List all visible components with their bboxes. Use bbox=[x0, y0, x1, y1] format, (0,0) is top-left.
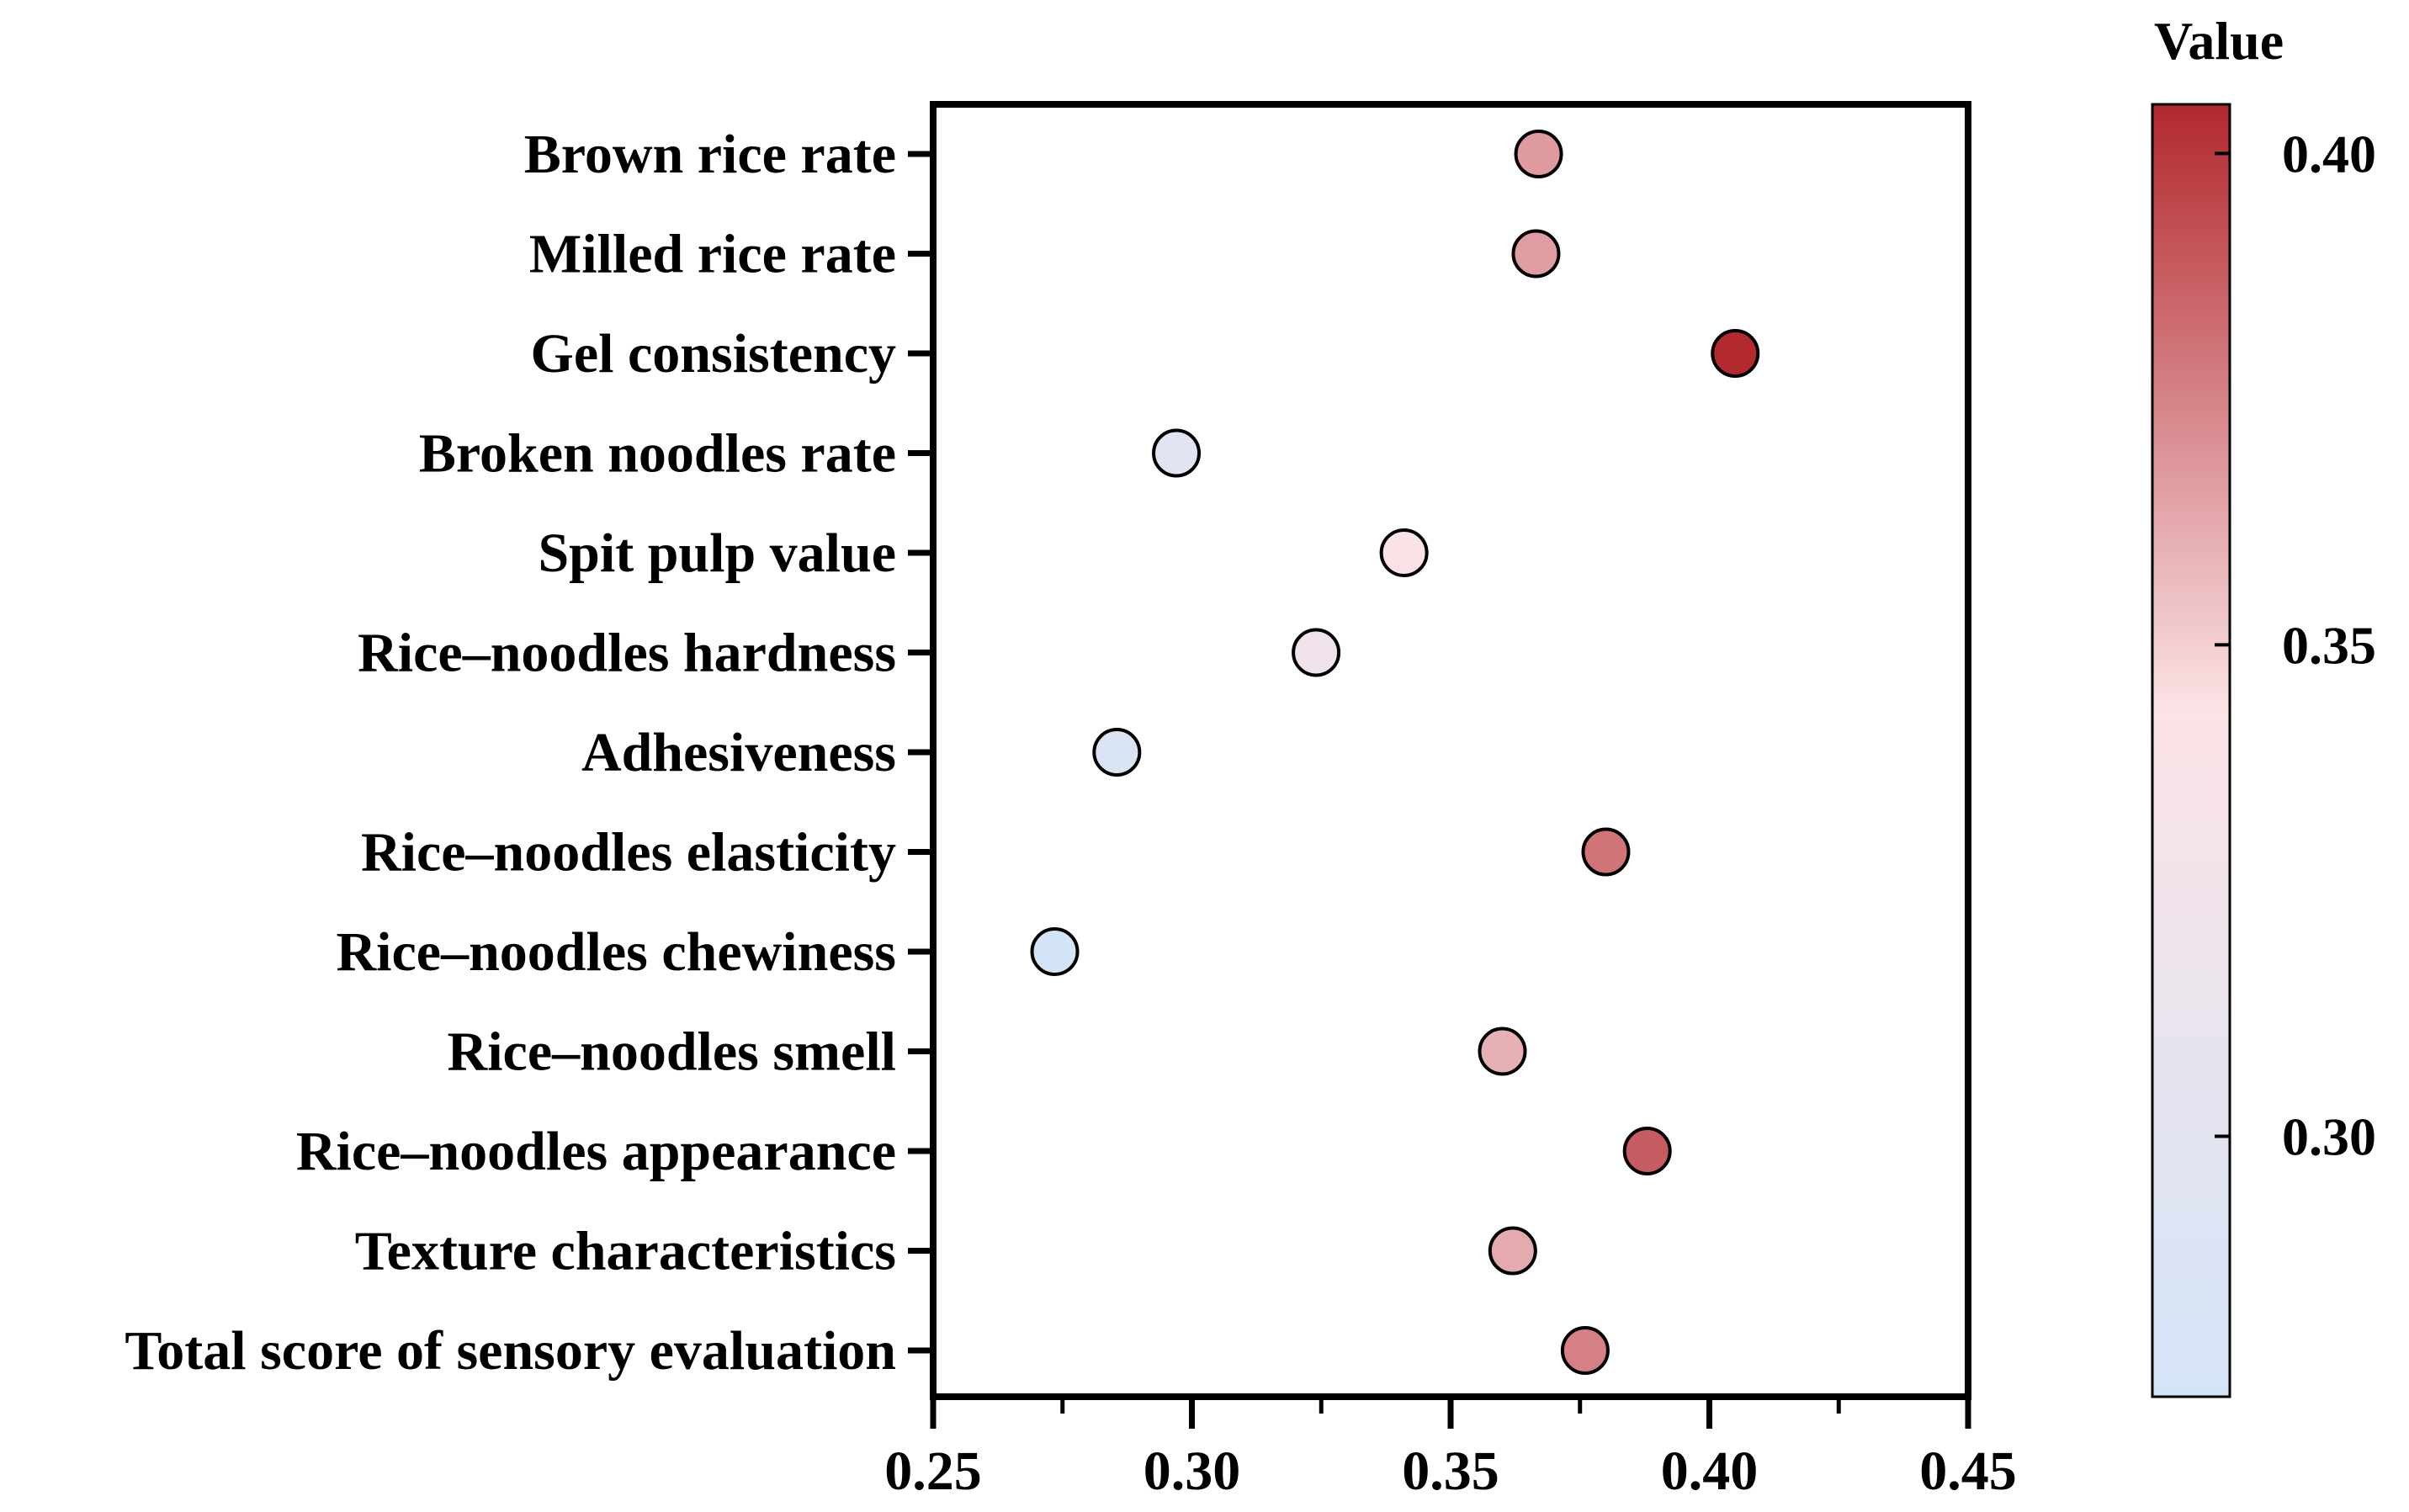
y-tick-label: Milled rice rate bbox=[529, 224, 896, 285]
data-point bbox=[1030, 927, 1080, 976]
data-point bbox=[1511, 229, 1561, 279]
x-tick-label: 0.35 bbox=[1402, 1440, 1499, 1502]
y-tick-label: Gel consistency bbox=[531, 323, 896, 385]
x-tick-label: 0.45 bbox=[1919, 1440, 2017, 1502]
data-point bbox=[1092, 728, 1142, 777]
x-tick-label: 0.25 bbox=[884, 1440, 982, 1502]
y-tick-label: Total score of sensory evaluation bbox=[125, 1320, 896, 1382]
data-point bbox=[1488, 1226, 1537, 1276]
data-point bbox=[1560, 1326, 1610, 1375]
y-tick-label: Rice–noodles smell bbox=[448, 1021, 896, 1083]
y-tick-label: Brown rice rate bbox=[524, 124, 896, 185]
y-tick-label: Texture characteristics bbox=[355, 1221, 896, 1282]
colorbar-bar bbox=[2151, 103, 2231, 1398]
data-point bbox=[1379, 528, 1429, 577]
data-point bbox=[1152, 428, 1202, 478]
colorbar-title: Value bbox=[2154, 11, 2284, 71]
data-points bbox=[1030, 130, 1760, 1375]
colorbar-tick-label: 0.40 bbox=[2282, 124, 2376, 183]
data-point bbox=[1292, 628, 1341, 677]
y-tick-label: Adhesiveness bbox=[581, 722, 896, 783]
data-point bbox=[1478, 1027, 1527, 1076]
y-tick-label: Spit pulp value bbox=[538, 523, 896, 584]
colorbar-tick-label: 0.30 bbox=[2282, 1106, 2376, 1166]
y-tick-label: Rice–noodles elasticity bbox=[361, 822, 896, 883]
y-axis: Brown rice rate Milled rice rate Gel consi… bbox=[125, 124, 933, 1382]
data-point bbox=[1711, 329, 1760, 378]
y-tick-label: Broken noodles rate bbox=[419, 423, 896, 485]
colorbar-tick-label: 0.35 bbox=[2282, 615, 2376, 675]
data-point bbox=[1622, 1127, 1672, 1175]
y-tick-label: Rice–noodles chewiness bbox=[337, 921, 896, 983]
data-point bbox=[1514, 130, 1563, 178]
x-tick-label: 0.30 bbox=[1143, 1440, 1241, 1502]
x-axis: 0.25 0.30 0.35 0.40 0.45 bbox=[884, 1397, 2017, 1502]
data-point bbox=[1581, 827, 1631, 877]
colorbar: Value 0.30 0.35 0.40 bbox=[2151, 11, 2376, 1398]
x-tick-label: 0.40 bbox=[1661, 1440, 1759, 1502]
y-tick-label: Rice–noodles hardness bbox=[358, 623, 896, 684]
plot-frame bbox=[930, 101, 1971, 1400]
y-tick-label: Rice–noodles appearance bbox=[296, 1121, 896, 1182]
